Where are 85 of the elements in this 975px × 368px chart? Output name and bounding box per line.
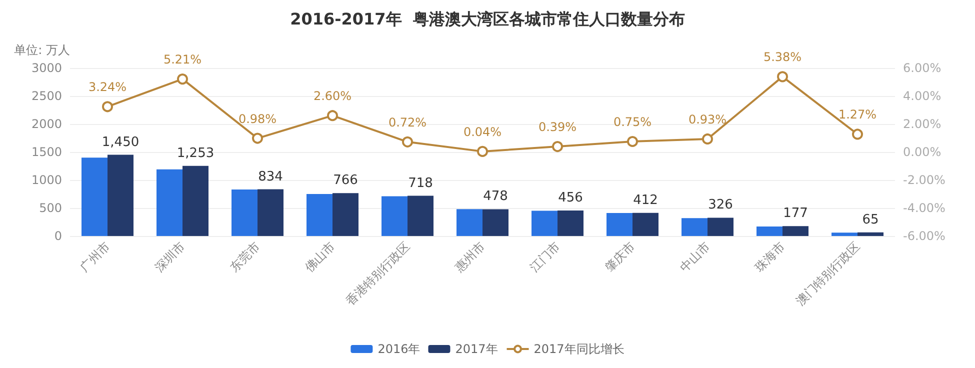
data-label: 5.21%	[163, 52, 202, 67]
y-axis-title: 单位: 万人	[14, 43, 70, 57]
y2-tick-label: -2.00%	[903, 173, 946, 187]
legend-label: 2017年同比增长	[534, 342, 624, 356]
x-tick-label: 澳门特别行政区	[793, 239, 862, 308]
bar	[558, 210, 584, 236]
bar	[82, 158, 108, 236]
point	[477, 146, 488, 157]
data-label: 2.60%	[313, 89, 352, 104]
bar	[682, 218, 708, 236]
data-label: 412	[633, 192, 658, 208]
bar	[632, 212, 658, 236]
data-label: 766	[333, 173, 358, 188]
y-tick-label: 500	[39, 201, 62, 215]
data-label: 0.98%	[238, 112, 277, 126]
point	[252, 132, 263, 144]
legend-label: 2016年	[378, 342, 420, 356]
y2-tick-label: -6.00%	[903, 229, 946, 243]
chart-title: 2016-2017年 粤港澳大湾区各城市常住人口数量分布	[290, 10, 685, 28]
data-label: 65	[862, 212, 879, 228]
bar	[306, 194, 332, 236]
data-label: 5.38%	[763, 50, 802, 64]
point	[402, 136, 413, 148]
x-tick-label: 惠州市	[451, 239, 488, 276]
point	[177, 74, 188, 85]
bar	[382, 196, 408, 236]
y-tick-label: 1500	[31, 145, 62, 159]
y2-tick-label: -4.00%	[903, 201, 946, 215]
bar	[156, 169, 182, 236]
data-label: 0.72%	[388, 115, 427, 130]
y-tick-label: 2000	[31, 117, 62, 131]
x-tick-label: 佛山市	[302, 239, 338, 274]
y2-tick-label: 0.00%	[903, 145, 942, 159]
data-label: 456	[558, 190, 583, 206]
point	[552, 141, 563, 152]
x-tick-label: 肇庆市	[602, 239, 638, 274]
point	[627, 136, 638, 147]
point	[327, 110, 338, 122]
x-tick-label: 江门市	[527, 239, 562, 274]
bar	[858, 232, 884, 236]
x-tick-label: 香港特别行政区	[343, 239, 412, 308]
bar	[606, 213, 632, 236]
bar	[408, 196, 434, 236]
x-tick-label: 东莞市	[227, 239, 262, 274]
x-tick-label: 珠海市	[752, 239, 788, 274]
y-tick-label: 2500	[31, 89, 62, 103]
y-tick-label: 3000	[31, 61, 62, 75]
y-tick-label: 0	[54, 229, 62, 243]
data-label: 478	[483, 189, 508, 204]
bar	[258, 189, 284, 236]
data-label: 3.24%	[88, 80, 127, 94]
data-label: 0.93%	[688, 112, 727, 126]
point	[702, 133, 713, 144]
data-label: 834	[258, 169, 283, 184]
bar	[332, 193, 358, 236]
point	[777, 71, 788, 82]
bar	[456, 209, 482, 236]
data-label: 718	[408, 176, 433, 191]
y2-tick-label: 2.00%	[903, 117, 942, 131]
point	[852, 128, 863, 140]
y2-tick-label: 4.00%	[903, 89, 942, 103]
bar	[232, 190, 258, 236]
bar	[482, 209, 508, 236]
legend-label: 2017年	[455, 342, 498, 356]
bar	[708, 218, 734, 236]
x-tick-label: 深圳市	[152, 239, 188, 274]
data-label: 0.75%	[613, 115, 652, 129]
y2-tick-label: 6.00%	[903, 61, 942, 75]
data-label: 1,253	[176, 146, 214, 161]
bar	[782, 226, 808, 236]
data-label: 326	[708, 198, 733, 213]
point	[102, 101, 113, 112]
bar	[182, 166, 208, 236]
data-label: 1.27%	[838, 108, 877, 122]
x-tick-label: 广州市	[77, 239, 112, 274]
data-label: 1,450	[102, 134, 140, 150]
bar	[108, 154, 134, 236]
x-tick-label: 中山市	[677, 239, 712, 274]
bar	[832, 232, 858, 236]
data-label: 177	[783, 206, 808, 222]
data-label: 0.39%	[538, 120, 577, 134]
data-label: 0.04%	[463, 124, 502, 139]
bar	[756, 226, 782, 236]
bar	[532, 210, 558, 236]
y-tick-label: 1000	[31, 173, 62, 187]
